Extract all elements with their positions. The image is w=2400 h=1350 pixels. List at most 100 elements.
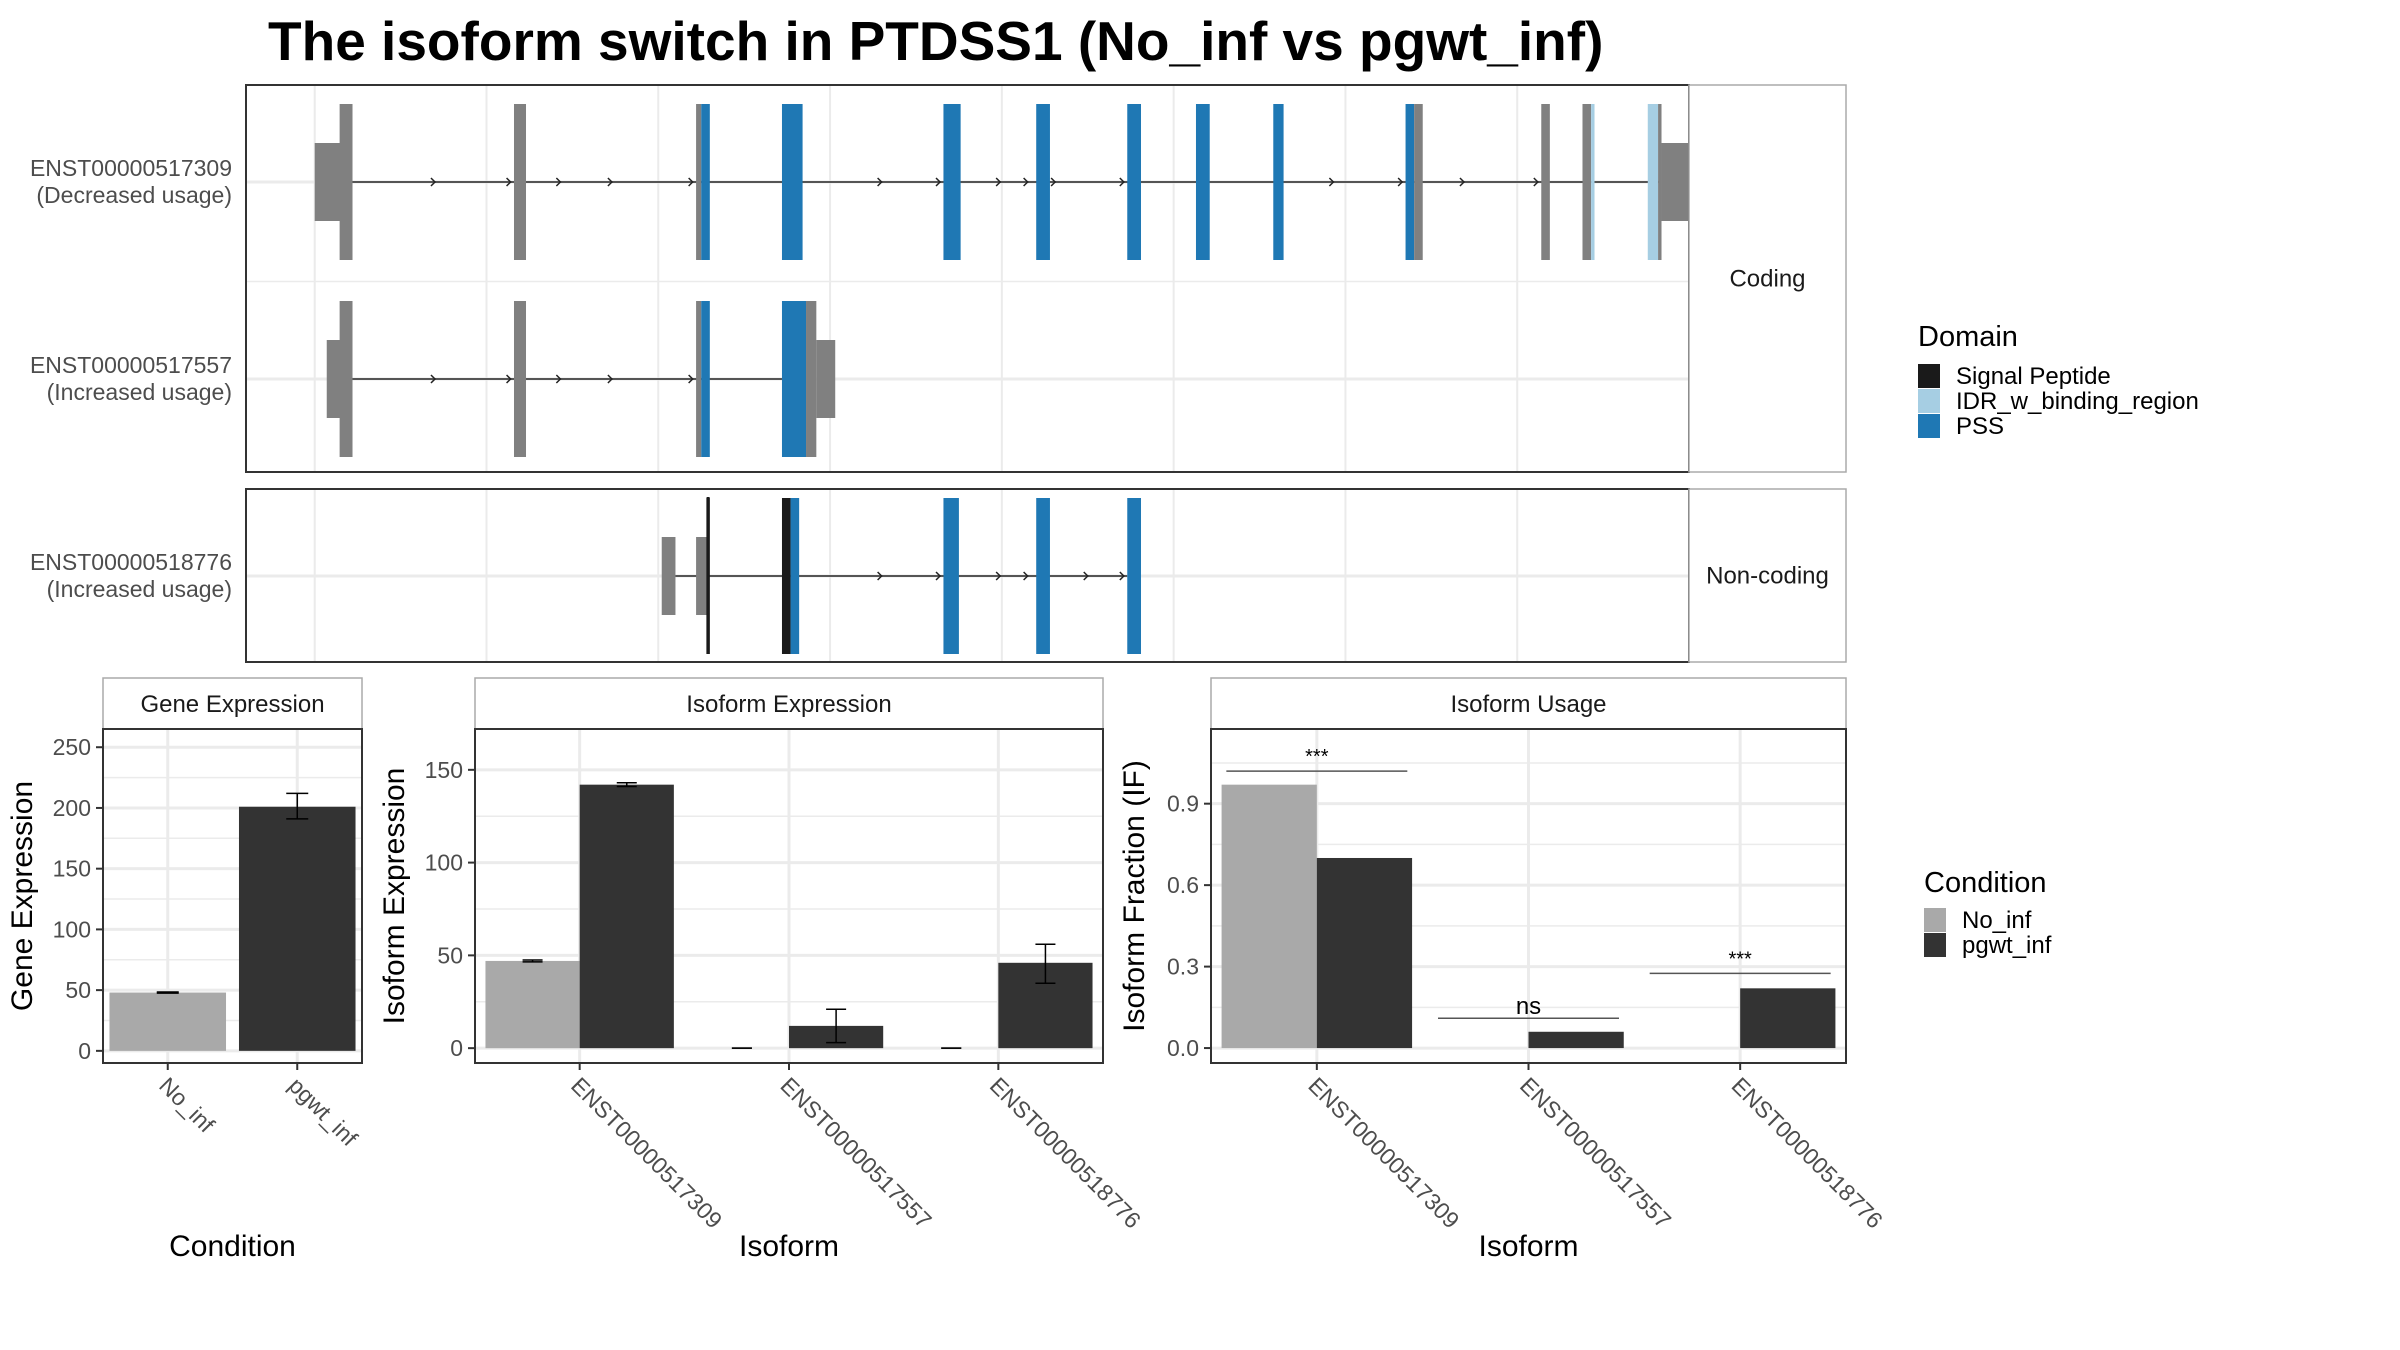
direction-arrow bbox=[430, 374, 437, 384]
significance-label: *** bbox=[1728, 948, 1752, 970]
exon bbox=[1541, 104, 1550, 260]
x-tick-label: pgwt_inf bbox=[284, 1072, 363, 1151]
direction-arrow bbox=[995, 571, 1002, 581]
direction-arrow bbox=[1083, 571, 1089, 581]
direction-arrow bbox=[877, 177, 883, 187]
exon bbox=[513, 104, 527, 260]
y-tick-label: 0.3 bbox=[1167, 954, 1199, 980]
y-tick-label: 100 bbox=[425, 850, 463, 876]
significance-label: *** bbox=[1305, 746, 1329, 768]
exon bbox=[661, 537, 676, 615]
y-tick-label: 250 bbox=[53, 734, 91, 760]
exon bbox=[696, 104, 702, 260]
direction-arrow bbox=[506, 177, 512, 187]
exon-domain-pss bbox=[781, 104, 803, 260]
direction-arrow bbox=[1397, 177, 1404, 187]
x-axis-title: Condition bbox=[169, 1230, 296, 1263]
significance-label: ns bbox=[1516, 993, 1541, 1020]
legend-swatch bbox=[1924, 933, 1946, 957]
exon bbox=[696, 301, 702, 457]
isoform-usage-chart: Isoform Usage *** ns *** 0.0 0.3 0.6 0.9 ENST000… bbox=[1118, 677, 1888, 1263]
y-tick-label: 0.9 bbox=[1167, 791, 1199, 817]
legend-swatch bbox=[1918, 364, 1940, 388]
exon-domain-pss bbox=[1127, 498, 1142, 654]
x-tick-label: ENST00000517309 bbox=[1303, 1072, 1464, 1233]
exon-domain-idr bbox=[1591, 104, 1595, 260]
legend-title: Domain bbox=[1918, 321, 2018, 353]
y-tick-label: 0.6 bbox=[1167, 872, 1199, 898]
exon-domain-pss bbox=[1195, 104, 1210, 260]
bar-pgwt_inf bbox=[1528, 1031, 1624, 1049]
y-tick-label: 50 bbox=[65, 977, 91, 1003]
facet-strip-title: Gene Expression bbox=[140, 691, 324, 718]
direction-arrow bbox=[1533, 177, 1539, 187]
panel-background bbox=[246, 85, 1689, 472]
legend-label: PSS bbox=[1956, 413, 2004, 440]
facet-strip-label: Coding bbox=[1729, 266, 1805, 293]
direction-arrow bbox=[555, 177, 562, 187]
legend-label: Signal Peptide bbox=[1956, 363, 2111, 390]
exon bbox=[1658, 104, 1662, 260]
bar-No_inf bbox=[1221, 784, 1317, 1049]
figure-title: The isoform switch in PTDSS1 (No_inf vs … bbox=[268, 10, 1603, 72]
direction-arrow bbox=[506, 374, 512, 384]
x-tick-label: ENST00000517557 bbox=[775, 1072, 936, 1233]
facet-strip bbox=[1688, 488, 1847, 663]
direction-arrow bbox=[1119, 177, 1125, 187]
facet-non-coding: Non-coding bbox=[245, 488, 1847, 663]
y-tick-label: 0.0 bbox=[1167, 1035, 1199, 1061]
direction-arrow bbox=[430, 177, 437, 187]
transcript-label: ENST00000518776 bbox=[30, 549, 232, 575]
exon bbox=[513, 301, 527, 457]
y-tick-label: 150 bbox=[425, 757, 463, 783]
y-tick-label: 150 bbox=[53, 856, 91, 882]
y-axis-title: Gene Expression bbox=[6, 781, 39, 1011]
direction-arrow bbox=[555, 374, 562, 384]
legend-label: No_inf bbox=[1962, 907, 2032, 934]
legend-swatch bbox=[1918, 414, 1940, 438]
legend-title: Condition bbox=[1924, 867, 2047, 899]
exon-domain-signal_peptide bbox=[781, 498, 791, 654]
direction-arrow bbox=[607, 374, 613, 384]
transcript-label: ENST00000517557 bbox=[30, 352, 232, 378]
direction-arrow bbox=[877, 571, 883, 581]
exon bbox=[339, 301, 353, 457]
exon-domain-pss bbox=[701, 301, 710, 457]
direction-arrow bbox=[1328, 177, 1335, 187]
direction-arrow bbox=[1459, 177, 1466, 187]
direction-arrow bbox=[688, 177, 694, 187]
y-axis-title: Isoform Fraction (IF) bbox=[1118, 760, 1151, 1032]
facet-strip bbox=[474, 677, 1104, 730]
facet-strip-label: Non-coding bbox=[1706, 563, 1829, 590]
domain-legend: Domain Signal PeptideIDR_w_binding_region… bbox=[1918, 321, 2199, 440]
legend-label: pgwt_inf bbox=[1962, 932, 2052, 959]
exon-domain-pss bbox=[1273, 104, 1284, 260]
x-tick-label: ENST00000517309 bbox=[566, 1072, 727, 1233]
x-tick-label: ENST00000518776 bbox=[985, 1072, 1146, 1233]
y-tick-label: 0 bbox=[78, 1038, 91, 1064]
y-tick-label: 200 bbox=[53, 795, 91, 821]
facet-strip-title: Isoform Expression bbox=[686, 691, 891, 718]
bar-pgwt_inf bbox=[1316, 857, 1413, 1049]
exon bbox=[1582, 104, 1592, 260]
exon bbox=[816, 340, 836, 418]
transcript-structure-panel: Coding ENST00000517309(Decreased usage) EN… bbox=[30, 84, 1847, 663]
exon bbox=[806, 301, 817, 457]
facet-strip bbox=[1210, 677, 1847, 730]
exon-domain-pss bbox=[943, 498, 959, 654]
gene-expression-chart: Gene Expression 0 50 100 150 200 250 No_inf pgwt… bbox=[6, 677, 363, 1263]
direction-arrow bbox=[607, 177, 613, 187]
y-axis-title: Isoform Expression bbox=[378, 768, 411, 1025]
direction-arrow bbox=[935, 571, 942, 581]
exon-domain-idr bbox=[1647, 104, 1659, 260]
x-tick-label: ENST00000518776 bbox=[1727, 1072, 1888, 1233]
exon-domain-pss bbox=[790, 498, 800, 654]
facet-strip bbox=[1688, 84, 1847, 473]
transcript-ENST00000517557 bbox=[326, 301, 836, 457]
facet-strip-title: Isoform Usage bbox=[1450, 691, 1606, 718]
isoform-expression-chart: Isoform Expression 0 50 100 150 ENST000005173… bbox=[378, 677, 1146, 1263]
facet-coding: Coding bbox=[245, 84, 1847, 473]
direction-arrow bbox=[995, 177, 1002, 187]
